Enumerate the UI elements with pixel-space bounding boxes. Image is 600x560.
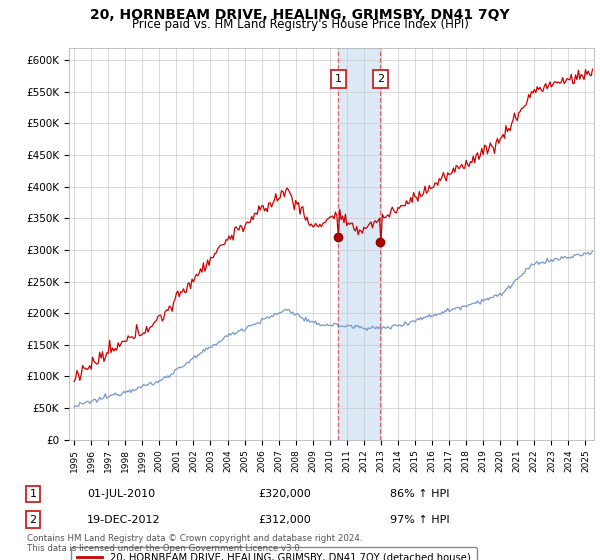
Text: £312,000: £312,000 (258, 515, 311, 525)
Text: £320,000: £320,000 (258, 489, 311, 499)
Text: 19-DEC-2012: 19-DEC-2012 (87, 515, 161, 525)
Text: Price paid vs. HM Land Registry's House Price Index (HPI): Price paid vs. HM Land Registry's House … (131, 18, 469, 31)
Text: 01-JUL-2010: 01-JUL-2010 (87, 489, 155, 499)
Text: 1: 1 (29, 489, 37, 499)
Text: Contains HM Land Registry data © Crown copyright and database right 2024.
This d: Contains HM Land Registry data © Crown c… (27, 534, 362, 553)
Legend: 20, HORNBEAM DRIVE, HEALING, GRIMSBY, DN41 7QY (detached house), HPI: Average pr: 20, HORNBEAM DRIVE, HEALING, GRIMSBY, DN… (71, 547, 477, 560)
Text: 2: 2 (29, 515, 37, 525)
Text: 97% ↑ HPI: 97% ↑ HPI (390, 515, 449, 525)
Text: 2: 2 (377, 74, 384, 84)
Text: 1: 1 (335, 74, 342, 84)
Text: 20, HORNBEAM DRIVE, HEALING, GRIMSBY, DN41 7QY: 20, HORNBEAM DRIVE, HEALING, GRIMSBY, DN… (90, 8, 510, 22)
Bar (338, 48, 381, 440)
Text: 86% ↑ HPI: 86% ↑ HPI (390, 489, 449, 499)
